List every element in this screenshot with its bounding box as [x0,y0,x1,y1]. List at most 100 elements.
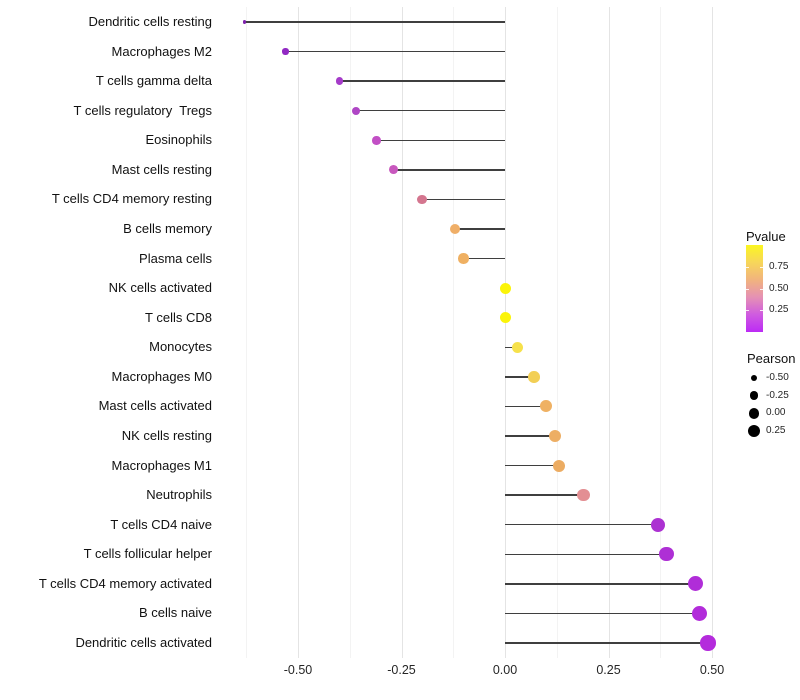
pvalue-colorbar [746,245,763,332]
lollipop-stick [505,642,708,644]
pvalue-colorbar-tick [746,310,749,312]
lollipop-dot [687,576,703,592]
lollipop-dot [700,635,716,651]
minor-gridline [556,7,558,658]
lollipop-dot [388,165,398,175]
y-axis-label: NK cells resting [121,427,212,443]
pvalue-tick-label: 0.75 [769,260,789,272]
lollipop-dot [372,136,381,145]
y-axis-label: Macrophages M2 [111,43,212,59]
pearson-legend-dot [749,391,759,401]
pvalue-colorbar-tick [746,288,749,290]
lollipop-dot [552,459,565,472]
lollipop-dot [351,106,360,115]
y-axis-label: Neutrophils [146,487,212,503]
y-axis-label: Mast cells activated [98,398,212,414]
lollipop-stick [376,139,505,142]
lollipop-dot [577,488,590,502]
lollipop-dot [458,253,469,264]
lollipop-stick [422,198,505,201]
y-axis-label: Plasma cells [139,250,212,266]
y-axis-label: B cells naive [139,605,212,621]
y-axis-label: B cells memory [123,220,212,236]
lollipop-stick [505,405,547,408]
minor-gridline [660,7,662,658]
lollipop-dot [499,282,511,294]
pvalue-colorbar-tick [760,266,763,268]
lollipop-dot [499,312,511,324]
pearson-legend-dot [748,425,760,438]
y-axis-label: NK cells activated [108,280,212,296]
lollipop-stick [244,21,505,23]
lollipop-stick [505,583,696,585]
lollipop-stick [339,80,505,82]
minor-gridline [246,7,248,658]
x-axis-tick-label: 0.50 [699,663,725,677]
pvalue-tick-label: 0.25 [769,304,789,316]
minor-gridline [453,7,455,658]
lollipop-dot [659,547,674,562]
pearson-legend-label: 0.00 [766,407,786,419]
lollipop-stick [505,612,700,615]
lollipop-stick [505,435,555,437]
lollipop-stick [285,50,505,53]
pearson-legend-label: -0.50 [766,372,789,383]
lollipop-dot [450,223,461,235]
y-axis-label: T cells CD8 [145,309,212,325]
lollipop-stick [505,553,667,556]
lollipop-dot [528,371,540,383]
lollipop-dot [692,605,708,621]
lollipop-dot [282,48,289,55]
lollipop-stick [393,169,505,171]
lollipop-stick [505,464,559,467]
lollipop-dot [511,341,524,353]
pearson-legend-label: 0.25 [766,425,786,437]
pvalue-tick-label: 0.50 [769,282,789,294]
pvalue-colorbar-tick [760,310,763,312]
x-axis-tick-label: 0.25 [596,663,621,677]
major-gridline [608,7,610,658]
lollipop-stick [355,109,505,112]
lollipop-stick [463,257,505,260]
lollipop-dot [417,194,427,205]
y-axis-label: Macrophages M0 [111,368,212,384]
major-gridline [298,7,299,658]
lollipop-dot [540,400,553,413]
y-axis-label: Eosinophils [145,132,213,148]
y-axis-label: T cells CD4 memory resting [51,191,212,207]
lollipop-dot [242,20,246,24]
x-axis-tick-label: -0.25 [387,663,416,677]
lollipop-dot [335,77,344,85]
lollipop-stick [505,494,584,496]
pearson-legend-title: Pearson [747,351,796,366]
pearson-legend-dot [748,408,760,419]
lollipop-dot [548,429,561,442]
pvalue-legend-title: Pvalue [746,229,786,244]
y-axis-label: T cells CD4 naive [110,516,212,532]
lollipop-stick [505,376,534,378]
major-gridline [401,7,403,658]
minor-gridline [349,7,351,658]
major-gridline [712,7,713,658]
lollipop-stick [505,523,659,526]
y-axis-label: Monocytes [149,339,212,355]
pearson-legend-dot [750,374,758,382]
pearson-legend-label: -0.25 [766,389,789,401]
major-gridline [505,7,506,658]
y-axis-label: Macrophages M1 [111,457,212,473]
y-axis-label: T cells gamma delta [95,73,212,89]
lollipop-dot [651,517,666,532]
y-axis-label: Dendritic cells resting [88,14,212,29]
y-axis-label: T cells regulatory Tregs [73,102,212,118]
y-axis-label: Mast cells resting [111,161,212,177]
lollipop-stick [455,228,505,230]
y-axis-label: Dendritic cells activated [75,634,212,650]
y-axis-label: T cells follicular helper [83,546,212,562]
pvalue-colorbar-tick [760,288,763,290]
x-axis-tick-label: -0.50 [283,663,313,677]
pvalue-colorbar-tick [746,266,749,268]
lollipop-stick [505,346,518,349]
x-axis-tick-label: 0.00 [492,663,518,677]
y-axis-label: T cells CD4 memory activated [38,575,212,591]
